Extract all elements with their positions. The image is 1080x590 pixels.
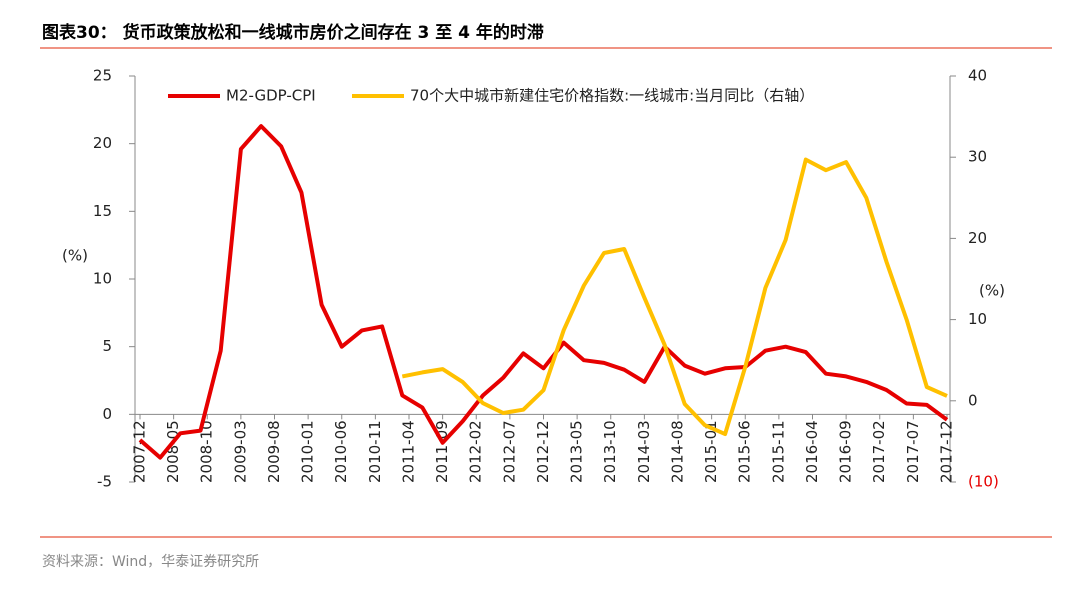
y2-tick-label: 40 bbox=[968, 67, 987, 85]
x-tick-label: 2012-07 bbox=[500, 420, 518, 483]
x-tick-label: 2009-03 bbox=[231, 420, 249, 483]
x-tick-label: 2017-02 bbox=[870, 420, 888, 483]
y-tick-label: -5 bbox=[97, 473, 112, 491]
y-tick-label: 15 bbox=[93, 202, 112, 220]
x-tick-label: 2017-07 bbox=[904, 420, 922, 483]
x-tick-label: 2014-08 bbox=[669, 420, 687, 483]
y2-axis-label: (%) bbox=[979, 282, 1005, 300]
legend-label: 70个大中城市新建住宅价格指数:一线城市:当月同比（右轴） bbox=[410, 87, 814, 105]
x-tick-label: 2015-11 bbox=[769, 420, 787, 483]
x-tick-label: 2015-01 bbox=[702, 420, 720, 483]
series-line bbox=[138, 124, 949, 460]
y2-tick-label: (10) bbox=[968, 473, 999, 491]
y-tick-label: 0 bbox=[102, 405, 112, 423]
x-tick-label: 2011-04 bbox=[400, 420, 418, 483]
x-tick-label: 2017-12 bbox=[938, 420, 956, 483]
x-tick-label: 2007-12 bbox=[131, 420, 149, 483]
source: 资料来源：Wind，华泰证券研究所 bbox=[42, 554, 259, 570]
y-tick-label: 10 bbox=[93, 270, 112, 288]
x-tick-label: 2015-06 bbox=[736, 420, 754, 483]
x-tick-label: 2014-03 bbox=[635, 420, 653, 483]
y2-tick-label: 30 bbox=[968, 148, 987, 166]
x-tick-label: 2013-10 bbox=[601, 420, 619, 483]
x-tick-label: 2012-02 bbox=[467, 420, 485, 483]
x-tick-label: 2012-12 bbox=[534, 420, 552, 483]
legend-label: M2-GDP-CPI bbox=[226, 87, 316, 105]
y-axis-label: (%) bbox=[62, 247, 88, 265]
x-tick-label: 2013-05 bbox=[568, 420, 586, 483]
x-tick-label: 2009-08 bbox=[265, 420, 283, 483]
series-line bbox=[401, 157, 948, 437]
x-tick-label: 2010-11 bbox=[366, 420, 384, 483]
x-tick-label: 2010-01 bbox=[299, 420, 317, 483]
y-tick-label: 25 bbox=[93, 67, 112, 85]
y2-tick-label: 20 bbox=[968, 229, 987, 247]
chart-title: 图表30： 货币政策放松和一线城市房价之间存在 3 至 4 年的时滞 bbox=[42, 22, 544, 43]
y2-tick-label: 10 bbox=[968, 310, 987, 328]
y-tick-label: 20 bbox=[93, 134, 112, 152]
x-tick-label: 2016-04 bbox=[803, 420, 821, 483]
y-tick-label: 5 bbox=[102, 337, 112, 355]
x-tick-label: 2016-09 bbox=[837, 420, 855, 483]
x-tick-label: 2010-06 bbox=[332, 420, 350, 483]
y2-tick-label: 0 bbox=[968, 391, 978, 409]
x-tick-label: 2008-10 bbox=[198, 420, 216, 483]
